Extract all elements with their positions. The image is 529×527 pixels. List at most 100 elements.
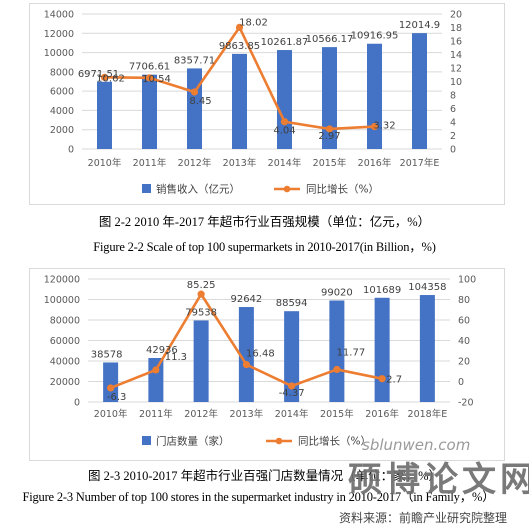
- y-tick-label: 12000: [44, 29, 74, 40]
- y-tick-label: 60000: [50, 336, 80, 347]
- x-tick-label: 2011年: [139, 408, 173, 420]
- figure-2-2-caption-cn: 图 2-2 2010 年-2017 年超市行业百强规模（单位：亿元，%）: [98, 215, 431, 229]
- y2-tick-label: 2: [450, 131, 456, 142]
- chart-1-container: 0 2000 4000 6000 8000 10000 12000 14000 0 2 4 6 8 10 1…: [29, 3, 505, 205]
- bar: [238, 307, 254, 402]
- bar-data-label: 42936: [146, 345, 178, 356]
- line-point: [288, 382, 296, 390]
- y2-tick-label: 14: [450, 50, 462, 61]
- y2-tick-label: 100: [458, 275, 476, 286]
- x-tick-label: 2010年: [94, 408, 128, 420]
- bar: [277, 50, 292, 150]
- bar-data-label: 101689: [363, 285, 401, 296]
- line-data-label: 3.32: [373, 121, 395, 132]
- line-data-label: 4.04: [273, 126, 295, 137]
- bar: [97, 81, 112, 149]
- x-tick-label: 2016年: [358, 157, 392, 169]
- line-data-label: 10.62: [96, 73, 125, 84]
- bar-data-label: 92642: [230, 294, 262, 305]
- y2-tick-label: 4: [450, 118, 456, 129]
- x-tick-label: 2014年: [275, 408, 309, 420]
- bar: [148, 357, 164, 402]
- line-point: [190, 88, 199, 96]
- chart-2-container: 0 20000 40000 60000 80000 100000 120000 -20 0 20 4…: [29, 268, 505, 461]
- y-tick-label: 80000: [50, 316, 80, 327]
- line-data-label: 11.77: [337, 347, 366, 358]
- line-data-label: 11.3: [165, 352, 187, 363]
- chart-legend: 门店数量（家） 同比增长（%）: [142, 435, 371, 448]
- bar: [419, 295, 435, 402]
- legend-swatch-bar: [142, 184, 151, 193]
- figure-2-3-caption-en: Figure 2-3 Number of top 100 stores in t…: [22, 490, 495, 504]
- line-point: [378, 375, 386, 383]
- y-tick-label: 10000: [44, 48, 74, 59]
- bar-data-label: 8357.71: [174, 55, 215, 66]
- bar-data-label: 88594: [276, 298, 308, 309]
- y-tick-label: 100000: [44, 295, 80, 306]
- line-point: [370, 122, 379, 131]
- bar-data-label: 10261.87: [261, 37, 309, 48]
- bar: [367, 43, 382, 149]
- line-data-label: 10.54: [142, 74, 171, 85]
- x-tick-label: 2010年: [88, 157, 122, 169]
- y2-tick-label: 20: [458, 357, 470, 368]
- bar-data-label: 10916.95: [351, 31, 399, 42]
- line-data-label: 2.7: [386, 375, 402, 386]
- y-tick-label: 2000: [50, 125, 74, 136]
- x-tick-label: 2018年E: [408, 408, 448, 420]
- figure-2-2-caption-en: Figure 2-2 Scale of top 100 supermarkets…: [93, 240, 436, 254]
- x-tick-label: 2013年: [223, 157, 257, 169]
- bar: [142, 74, 157, 149]
- bar: [329, 300, 345, 402]
- line-data-label: 16.48: [246, 349, 275, 360]
- line-point: [107, 384, 115, 392]
- line-point: [235, 23, 244, 31]
- bar-data-label: 99020: [321, 288, 353, 299]
- bar-data-label: 10566.17: [306, 34, 354, 45]
- y2-tick-label: 0: [450, 145, 456, 156]
- line-point: [100, 73, 109, 81]
- legend-label-bar: 门店数量（家）: [156, 435, 230, 448]
- chart-legend: 销售收入（亿元） 同比增长（%）: [142, 183, 379, 196]
- bar: [284, 311, 300, 402]
- legend-swatch-bar: [142, 436, 151, 445]
- y-tick-label: 8000: [50, 67, 74, 78]
- y2-tick-label: 6: [450, 104, 456, 115]
- y2-tick-label: 12: [450, 64, 462, 75]
- y-tick-label: 120000: [44, 275, 80, 286]
- bar-data-label: 6971.51: [78, 69, 119, 80]
- line-data-label: 18.02: [239, 17, 268, 28]
- line-data-label: 8.45: [189, 96, 211, 107]
- y2-tick-label: 10: [450, 77, 462, 88]
- line-point: [152, 366, 160, 374]
- y-tick-label: 4000: [50, 106, 74, 117]
- chart-1-svg: 0 2000 4000 6000 8000 10000 12000 14000 0 2 4 6 8 10 1…: [44, 10, 462, 196]
- x-tick-label: 2011年: [133, 157, 167, 169]
- x-tick-label: 2012年: [184, 408, 218, 420]
- y2-tick-label: 0: [458, 377, 464, 388]
- y-tick-label: 0: [74, 398, 80, 409]
- y-tick-label: 0: [68, 145, 74, 156]
- line-data-label: 2.97: [318, 131, 340, 142]
- line-point: [333, 365, 341, 374]
- y2-tick-label: 80: [458, 295, 470, 306]
- y-tick-label: 20000: [50, 377, 80, 388]
- bar: [412, 33, 427, 149]
- line-point: [242, 361, 250, 369]
- y2-tick-label: 18: [450, 23, 462, 34]
- y2-tick-label: 20: [450, 10, 462, 21]
- x-tick-label: 2017年E: [400, 157, 440, 169]
- line-data-label: -6.3: [107, 392, 127, 403]
- line-point: [197, 290, 205, 298]
- line-data-label: -4.37: [279, 388, 305, 399]
- watermark-url: sblunwen.com: [362, 436, 471, 454]
- line-point: [145, 74, 154, 82]
- x-tick-label: 2015年: [313, 157, 347, 169]
- bar-data-label: 104358: [408, 282, 446, 293]
- bar-data-label: 12014.9: [399, 20, 440, 31]
- bar: [103, 362, 119, 402]
- bar: [187, 68, 202, 149]
- bar: [232, 53, 247, 149]
- y2-tick-label: 60: [458, 316, 470, 327]
- legend-swatch-marker: [275, 437, 283, 445]
